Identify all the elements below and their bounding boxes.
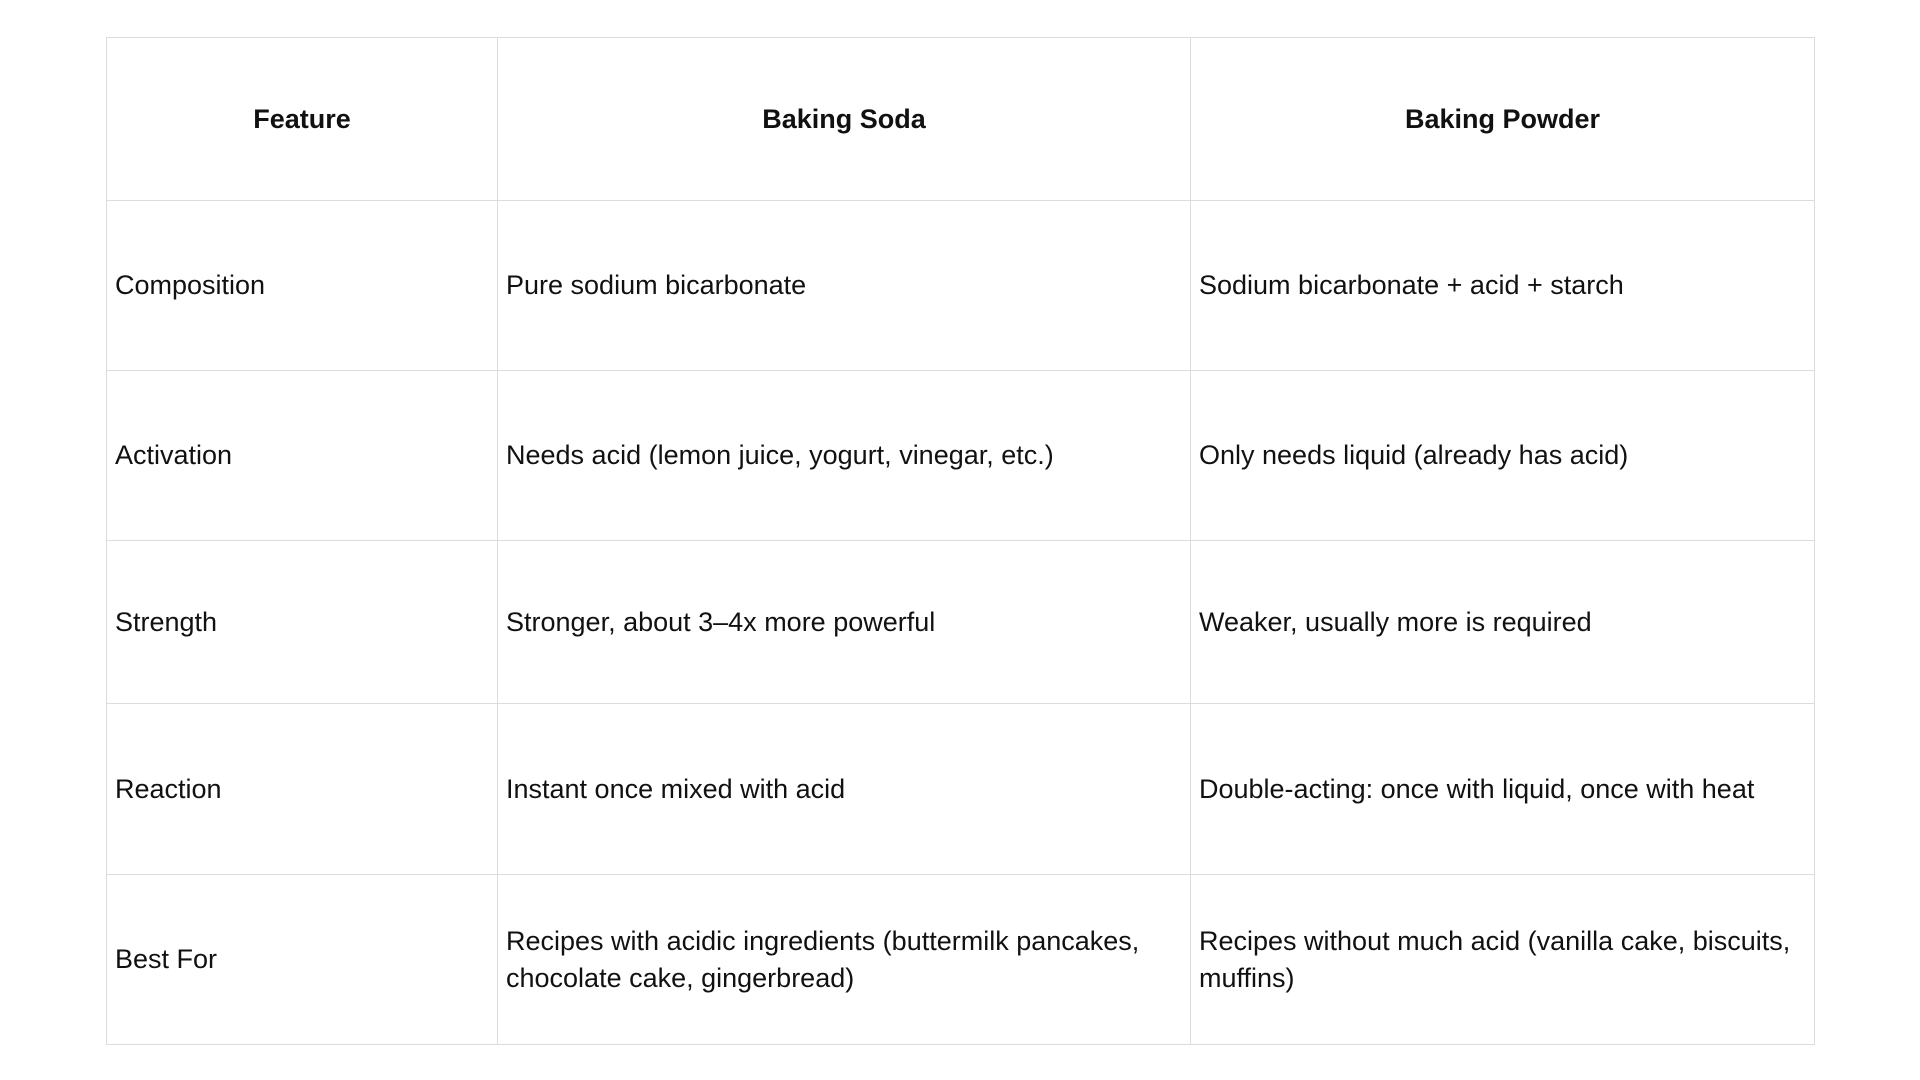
table-row: Composition Pure sodium bicarbonate Sodi…	[106, 200, 1815, 371]
baking-powder-cell: Sodium bicarbonate + acid + starch	[1190, 200, 1815, 371]
feature-cell: Best For	[106, 874, 498, 1045]
feature-cell: Composition	[106, 200, 498, 371]
header-baking-powder: Baking Powder	[1190, 37, 1815, 201]
baking-soda-cell: Pure sodium bicarbonate	[497, 200, 1191, 371]
baking-soda-cell: Recipes with acidic ingredients (butterm…	[497, 874, 1191, 1045]
baking-powder-cell: Recipes without much acid (vanilla cake,…	[1190, 874, 1815, 1045]
table-row: Activation Needs acid (lemon juice, yogu…	[106, 370, 1815, 541]
feature-cell: Strength	[106, 540, 498, 704]
comparison-table: Feature Baking Soda Baking Powder Compos…	[106, 37, 1815, 1045]
header-feature: Feature	[106, 37, 498, 201]
baking-powder-cell: Double-acting: once with liquid, once wi…	[1190, 703, 1815, 875]
feature-cell: Activation	[106, 370, 498, 541]
baking-soda-cell: Needs acid (lemon juice, yogurt, vinegar…	[497, 370, 1191, 541]
header-baking-soda: Baking Soda	[497, 37, 1191, 201]
baking-powder-cell: Weaker, usually more is required	[1190, 540, 1815, 704]
feature-cell: Reaction	[106, 703, 498, 875]
baking-powder-cell: Only needs liquid (already has acid)	[1190, 370, 1815, 541]
header-row: Feature Baking Soda Baking Powder	[106, 37, 1815, 201]
table-row: Strength Stronger, about 3–4x more power…	[106, 540, 1815, 704]
baking-soda-cell: Stronger, about 3–4x more powerful	[497, 540, 1191, 704]
table-row: Best For Recipes with acidic ingredients…	[106, 874, 1815, 1045]
table-row: Reaction Instant once mixed with acid Do…	[106, 703, 1815, 875]
baking-soda-cell: Instant once mixed with acid	[497, 703, 1191, 875]
